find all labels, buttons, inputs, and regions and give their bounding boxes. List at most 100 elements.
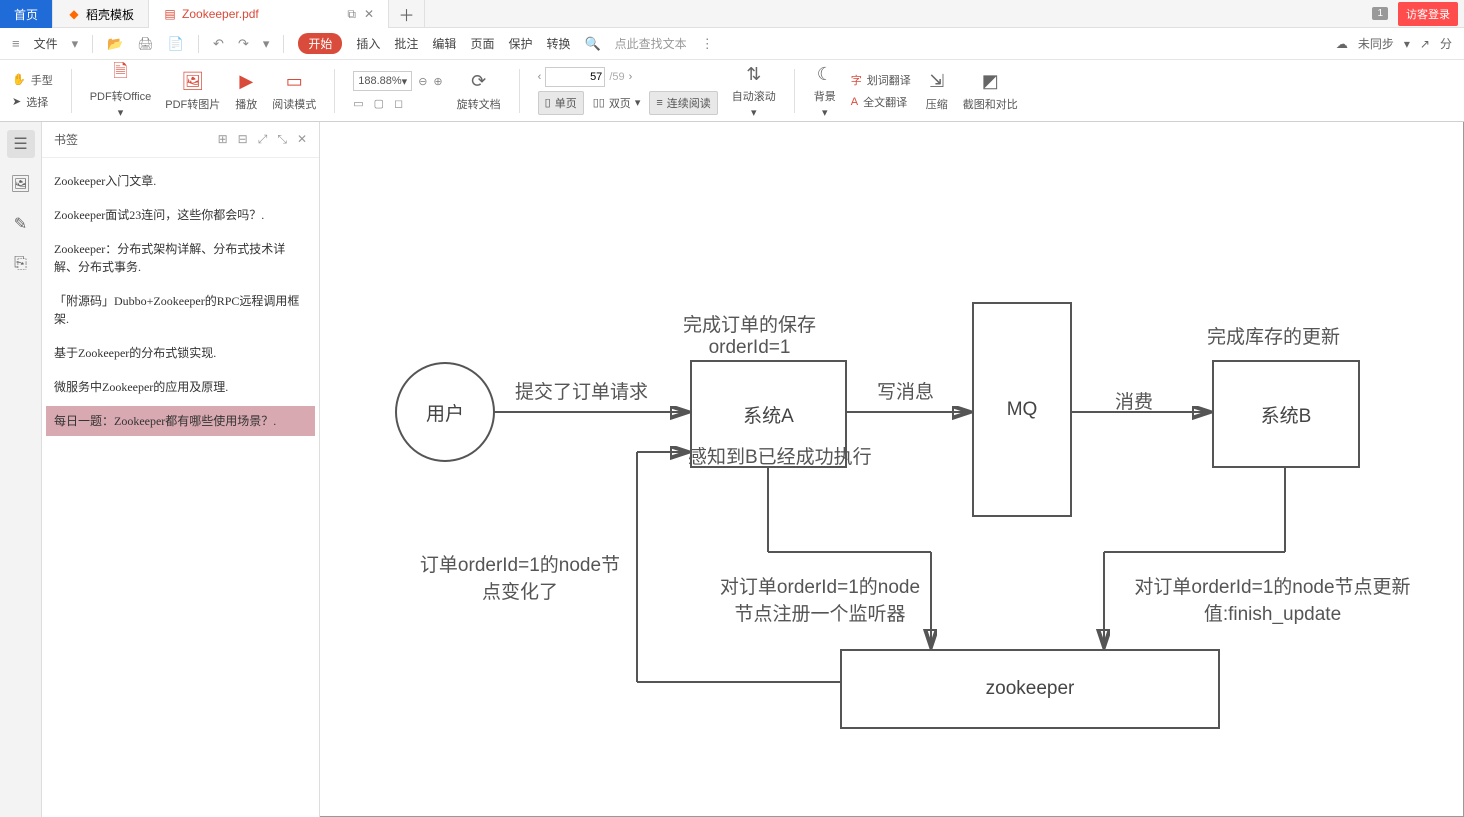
bookmark-item-active[interactable]: 每日一题：Zookeeper都有哪些使用场景？. bbox=[46, 406, 315, 436]
label-stock: 完成库存的更新 bbox=[1207, 322, 1340, 349]
fit-width-icon[interactable]: ▭ bbox=[353, 97, 363, 110]
menubar: ≡ 文件 ▾ 📂 🖨 📄 ↶ ↷ ▾ 开始 插入 批注 编辑 页面 保护 转换 … bbox=[0, 28, 1464, 60]
rotate-icon: ⟳ bbox=[467, 70, 491, 94]
cursor-icon: ➤ bbox=[12, 95, 21, 108]
tool-dict[interactable]: 字划词翻译 bbox=[851, 72, 911, 88]
bm-del-icon[interactable]: ⊟ bbox=[238, 132, 248, 147]
left-rail: ☰ 🖼 ✎ ⎘ bbox=[0, 122, 42, 817]
tool-autoscroll[interactable]: ⇅自动滚动▾ bbox=[732, 62, 776, 119]
tool-snapshot[interactable]: ◩截图和对比 bbox=[963, 70, 1018, 112]
label-consume: 消费 bbox=[1115, 387, 1153, 414]
zoom-in-icon[interactable]: ⊕ bbox=[433, 75, 442, 88]
doc-title: Zookeeper.pdf bbox=[182, 7, 259, 21]
tool-hand[interactable]: ✋手型 bbox=[12, 72, 53, 88]
bm-expand-icon[interactable]: ⤢ bbox=[258, 132, 268, 147]
pdf-page: 用户 系统A MQ 系统B zookeeper 提交了订单请求 完成订单的保存o… bbox=[320, 122, 1464, 817]
node-zookeeper: zookeeper bbox=[840, 649, 1220, 729]
menu-edit[interactable]: 编辑 bbox=[432, 35, 456, 52]
zoom-out-icon[interactable]: ⊖ bbox=[418, 75, 427, 88]
bm-collapse-icon[interactable]: ⤡ bbox=[277, 132, 287, 147]
tab-document[interactable]: ▤ Zookeeper.pdf ⧉ ✕ bbox=[149, 0, 389, 28]
tool-background[interactable]: ☾背景▾ bbox=[813, 62, 837, 119]
tool-readmode[interactable]: ▭阅读模式 bbox=[272, 70, 316, 112]
menu-start[interactable]: 开始 bbox=[298, 33, 342, 54]
image-icon: 🖼 bbox=[181, 70, 205, 94]
translate-icon: 字 bbox=[851, 72, 862, 88]
cont-icon: ≡ bbox=[656, 97, 662, 109]
tab-home[interactable]: 首页 bbox=[0, 0, 53, 28]
menu-insert[interactable]: 插入 bbox=[356, 35, 380, 52]
rail-annotations[interactable]: ✎ bbox=[7, 210, 35, 238]
close-tab-icon[interactable]: ✕ bbox=[364, 7, 374, 22]
tool-pdf2office[interactable]: 🗎PDF转Office▾ bbox=[90, 62, 152, 119]
view-double[interactable]: ▯▯双页▾ bbox=[586, 91, 648, 115]
login-button[interactable]: 访客登录 bbox=[1398, 2, 1458, 26]
menu-page[interactable]: 页面 bbox=[470, 35, 494, 52]
zoom-input[interactable]: 188.88% ▾ bbox=[353, 71, 412, 91]
label-update: 对订单orderId=1的node节点更新值:finish_update bbox=[1115, 572, 1430, 626]
play-icon: ▶ bbox=[234, 70, 258, 94]
tool-play[interactable]: ▶播放 bbox=[234, 70, 258, 112]
tool-fulltrans[interactable]: A全文翻译 bbox=[851, 94, 911, 110]
bookmark-item[interactable]: Zookeeper面试23连问，这些你都会吗？. bbox=[46, 200, 315, 230]
bookmarks-panel: 书签 ⊞ ⊟ ⤢ ⤡ ✕ Zookeeper入门文章. Zookeeper面试2… bbox=[42, 122, 320, 817]
view-continuous[interactable]: ≡连续阅读 bbox=[649, 91, 717, 115]
menu-convert[interactable]: 转换 bbox=[546, 35, 570, 52]
rail-thumbnails[interactable]: 🖼 bbox=[7, 170, 35, 198]
hamburger-icon[interactable]: ≡ bbox=[12, 36, 20, 51]
undo-icon[interactable]: ↶ bbox=[213, 36, 224, 52]
sidebar-close-icon[interactable]: ✕ bbox=[297, 132, 307, 147]
redo-icon[interactable]: ↷ bbox=[238, 36, 249, 52]
page-input[interactable] bbox=[545, 67, 605, 87]
chevron-down-icon[interactable]: ▾ bbox=[72, 36, 79, 52]
label-change: 订单orderId=1的node节点变化了 bbox=[400, 550, 640, 604]
bookmark-item[interactable]: 微服务中Zookeeper的应用及原理. bbox=[46, 372, 315, 402]
menu-protect[interactable]: 保护 bbox=[508, 35, 532, 52]
label-sense: 感知到B已经成功执行 bbox=[688, 442, 872, 469]
label-register: 对订单orderId=1的node节点注册一个监听器 bbox=[700, 572, 940, 626]
label-write: 写消息 bbox=[877, 377, 934, 404]
tool-compress[interactable]: ⇲压缩 bbox=[925, 70, 949, 112]
translate-all-icon: A bbox=[851, 96, 858, 108]
bookmark-item[interactable]: 「附源码」Dubbo+Zookeeper的RPC远程调用框架. bbox=[46, 286, 315, 334]
tool-pdf2img[interactable]: 🖼PDF转图片 bbox=[165, 70, 220, 112]
search-placeholder[interactable]: 点此查找文本 bbox=[615, 35, 687, 52]
page-next-icon[interactable]: › bbox=[629, 71, 633, 83]
notif-badge[interactable]: 1 bbox=[1372, 7, 1388, 20]
share-label: 分 bbox=[1440, 35, 1452, 52]
menu-file[interactable]: 文件 bbox=[34, 35, 58, 52]
save-icon[interactable]: 📄 bbox=[168, 36, 184, 52]
new-tab-button[interactable]: ＋ bbox=[389, 0, 425, 28]
tool-select[interactable]: ➤选择 bbox=[12, 94, 53, 110]
view-single[interactable]: ▯单页 bbox=[538, 91, 584, 115]
actual-size-icon[interactable]: ◻ bbox=[394, 97, 403, 110]
detach-icon[interactable]: ⧉ bbox=[347, 7, 356, 22]
label-save: 完成订单的保存orderId=1 bbox=[683, 310, 816, 359]
flowchart: 用户 系统A MQ 系统B zookeeper 提交了订单请求 完成订单的保存o… bbox=[320, 122, 1463, 816]
rail-bookmarks[interactable]: ☰ bbox=[7, 130, 35, 158]
chevron-down-icon[interactable]: ▾ bbox=[263, 36, 270, 52]
rail-attachments[interactable]: ⎘ bbox=[7, 250, 35, 278]
menu-annotate[interactable]: 批注 bbox=[394, 35, 418, 52]
moon-icon: ☾ bbox=[813, 62, 837, 86]
bm-add-icon[interactable]: ⊞ bbox=[218, 132, 228, 147]
single-icon: ▯ bbox=[545, 96, 551, 109]
sync-status[interactable]: 未同步 bbox=[1358, 35, 1394, 52]
tab-template[interactable]: ◆ 稻壳模板 bbox=[53, 0, 149, 28]
search-icon[interactable]: 🔍 bbox=[584, 36, 600, 52]
fit-page-icon[interactable]: ▢ bbox=[374, 97, 384, 110]
scroll-icon: ⇅ bbox=[742, 62, 766, 86]
page-prev-icon[interactable]: ‹ bbox=[538, 71, 542, 83]
share-icon[interactable]: ↗ bbox=[1420, 37, 1430, 51]
bookmark-item[interactable]: Zookeeper入门文章. bbox=[46, 166, 315, 196]
bookmark-item[interactable]: 基于Zookeeper的分布式锁实现. bbox=[46, 338, 315, 368]
print-icon[interactable]: 🖨 bbox=[137, 36, 154, 52]
pdf-icon: ▤ bbox=[163, 7, 177, 21]
tool-rotate[interactable]: ⟳旋转文档 bbox=[457, 70, 501, 112]
bookmark-item[interactable]: Zookeeper：分布式架构详解、分布式技术详解、分布式事务. bbox=[46, 234, 315, 282]
label-submit: 提交了订单请求 bbox=[515, 377, 648, 404]
open-icon[interactable]: 📂 bbox=[107, 36, 123, 52]
cloud-icon[interactable]: ☁ bbox=[1336, 37, 1348, 51]
more-icon[interactable]: ⋮ bbox=[701, 36, 714, 52]
bookmarks-list: Zookeeper入门文章. Zookeeper面试23连问，这些你都会吗？. … bbox=[42, 158, 319, 817]
